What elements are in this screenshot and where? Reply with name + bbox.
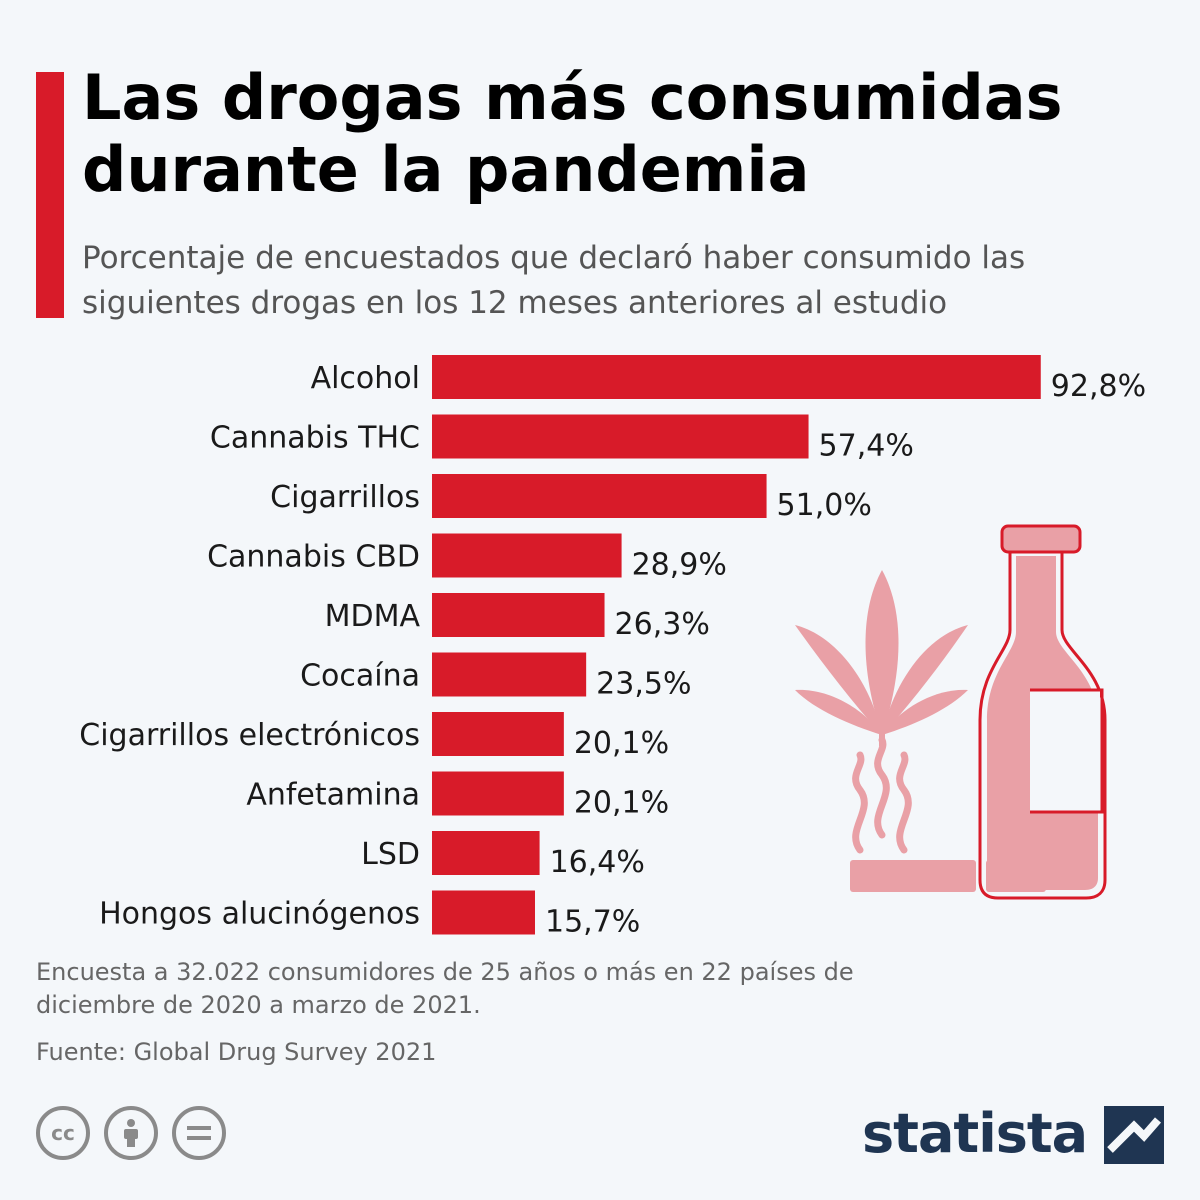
- drugs-illustration: [795, 524, 1107, 900]
- bar: [432, 831, 540, 875]
- attribution-icon[interactable]: [104, 1106, 158, 1160]
- bar: [432, 771, 564, 816]
- bar: [432, 355, 1041, 399]
- bottle-icon: [978, 524, 1107, 900]
- value-label: 51,0%: [777, 488, 872, 523]
- bar: [432, 414, 809, 459]
- value-label: 15,7%: [545, 905, 640, 940]
- category-label: Cannabis CBD: [207, 540, 420, 575]
- statista-brand[interactable]: statista: [862, 1102, 1088, 1165]
- category-label: Cigarrillos: [270, 480, 420, 515]
- category-label: Anfetamina: [246, 778, 420, 813]
- bar: [432, 652, 587, 697]
- bar: [432, 593, 605, 637]
- value-label: 57,4%: [819, 429, 914, 464]
- bar-chart: Alcohol 92,8% Cannabis THC 57,4% Cigarrillos…: [79, 355, 1146, 940]
- category-label: Cannabis THC: [210, 421, 420, 456]
- cannabis-leaf-icon: [795, 570, 968, 746]
- cc-icon[interactable]: cc: [36, 1106, 90, 1160]
- value-label: 28,9%: [632, 548, 727, 583]
- title-accent-bar: [36, 72, 64, 318]
- smoke-icon: [852, 736, 912, 854]
- category-label: Cigarrillos electrónicos: [79, 718, 420, 753]
- value-label: 92,8%: [1051, 369, 1146, 404]
- source-note: Fuente: Global Drug Survey 2021: [36, 1038, 437, 1066]
- no-derivatives-icon[interactable]: [172, 1106, 226, 1160]
- category-label: Hongos alucinógenos: [99, 897, 420, 932]
- footnote: Encuesta a 32.022 consumidores de 25 año…: [36, 958, 854, 1019]
- value-label: 23,5%: [596, 667, 691, 702]
- bar: [432, 533, 622, 578]
- value-label: 16,4%: [550, 845, 645, 880]
- value-label: 26,3%: [615, 607, 710, 642]
- value-label: 20,1%: [574, 786, 669, 821]
- value-label: 20,1%: [574, 726, 669, 761]
- category-label: Cocaína: [300, 659, 420, 694]
- bar: [432, 890, 535, 935]
- statista-logo-icon: [1104, 1106, 1164, 1164]
- bar: [432, 474, 767, 518]
- category-label: MDMA: [325, 599, 421, 634]
- category-label: Alcohol: [311, 361, 420, 396]
- bar: [432, 712, 564, 756]
- chart-title: Las drogas más consumidas durante la pan…: [82, 61, 1063, 206]
- category-label: LSD: [361, 837, 420, 872]
- license-icons: cc: [36, 1106, 226, 1160]
- chart-subtitle: Porcentaje de encuestados que declaró ha…: [82, 240, 1026, 321]
